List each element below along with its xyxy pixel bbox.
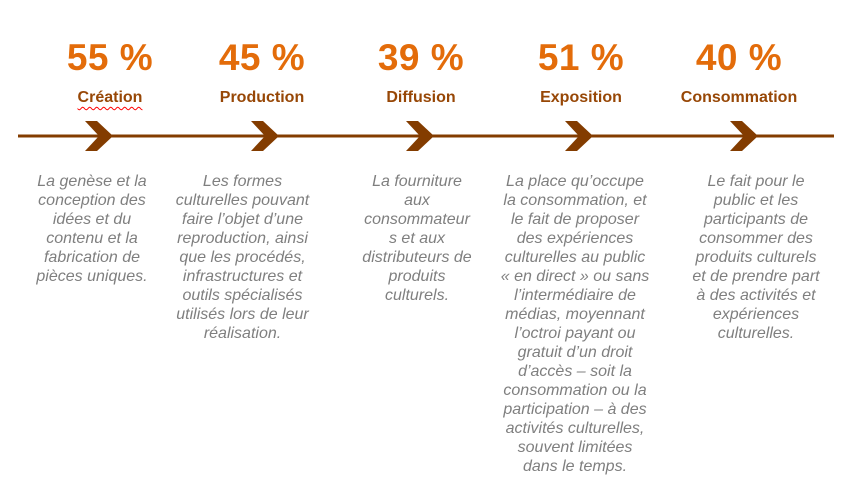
stage-description-production: Les formes culturelles pouvant faire l’o… — [175, 173, 310, 342]
stage-percent: 55 % — [66, 37, 154, 78]
timeline-arrow — [18, 121, 834, 151]
stage-label: Création — [77, 89, 143, 106]
stage-label: Production — [219, 89, 305, 106]
arrow-chevron-icon — [730, 121, 758, 151]
stage-header-diffusion: 39 % Diffusion — [346, 36, 496, 107]
stage-description-exposition: La place qu’occupe la consommation, et l… — [500, 173, 650, 475]
stage-percent: 40 % — [695, 37, 783, 78]
arrow-chevron-icon — [406, 121, 434, 151]
arrow-chevron-icon — [251, 121, 279, 151]
stage-percent: 45 % — [218, 37, 306, 78]
stage-label: Exposition — [540, 89, 622, 106]
stage-description-consommation: Le fait pour le public et les participan… — [692, 173, 820, 342]
stage-description-diffusion: La fourniture aux consommateur s et aux … — [362, 173, 472, 304]
stage-header-creation: 55 % Création — [35, 36, 185, 107]
arrow-chevron-icon — [565, 121, 593, 151]
stage-header-exposition: 51 % Exposition — [506, 36, 656, 107]
arrow-chevron-icon — [85, 121, 113, 151]
stage-percent: 39 % — [377, 37, 465, 78]
stage-percent: 51 % — [537, 37, 625, 78]
stage-header-consommation: 40 % Consommation — [650, 36, 828, 107]
stage-label: Diffusion — [386, 89, 456, 106]
stage-description-creation: La genèse et la conception des idées et … — [36, 173, 148, 285]
stage-label: Consommation — [680, 89, 798, 106]
stage-header-production: 45 % Production — [187, 36, 337, 107]
